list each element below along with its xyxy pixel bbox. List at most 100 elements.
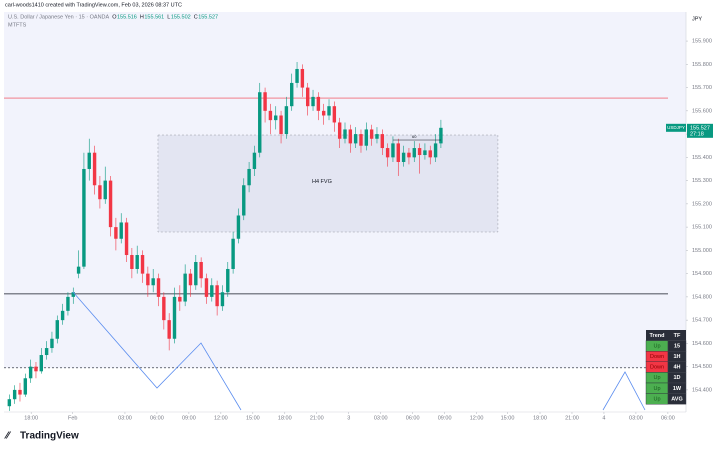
candle-body xyxy=(348,129,353,144)
candle-body xyxy=(12,389,17,400)
candle-body xyxy=(321,110,326,116)
candle-body xyxy=(353,134,358,144)
fvg-label: H4 FVG xyxy=(312,179,332,185)
legend-value: 155.516 xyxy=(117,14,137,20)
trend-text: Up xyxy=(653,375,660,381)
candle-body xyxy=(258,92,262,153)
candle-body xyxy=(194,262,198,286)
projection-line xyxy=(602,371,646,411)
x-tick-label: 12:00 xyxy=(470,415,484,421)
currency: JPY xyxy=(692,16,702,22)
x-tick-label: 21:00 xyxy=(310,415,324,421)
candle-body xyxy=(34,366,38,372)
y-tick-label: 155.400 xyxy=(692,155,712,161)
candle-body xyxy=(332,106,337,123)
candle-body xyxy=(364,129,369,146)
trend-text: Down xyxy=(650,354,664,360)
y-tick-label: 155.800 xyxy=(692,62,712,68)
candle-body xyxy=(290,82,294,107)
candle-body xyxy=(263,92,267,111)
candle-body xyxy=(423,150,427,156)
candle-body xyxy=(71,292,75,297)
series-layer: 155.900155.800155.700155.600155.500155.4… xyxy=(4,39,713,421)
candle-body xyxy=(66,296,70,311)
candle-body xyxy=(199,262,203,279)
candle-body xyxy=(39,355,44,372)
note-label: 60 xyxy=(412,134,417,139)
x-tick-label: 18:00 xyxy=(533,415,547,421)
indicator-name: MTFTS xyxy=(8,22,27,28)
table-header-text: TF xyxy=(674,333,681,339)
candle-body xyxy=(311,96,315,107)
candle-body xyxy=(135,255,139,269)
x-tick-label: 06:00 xyxy=(150,415,164,421)
candle-body xyxy=(87,152,91,169)
x-tick-label: 03:00 xyxy=(629,415,643,421)
tf-text: 15 xyxy=(674,343,680,349)
credit: carl-woods1410 created with TradingView.… xyxy=(5,2,182,8)
candle-body xyxy=(162,296,166,321)
x-tick-label: 09:00 xyxy=(438,415,452,421)
candle-body xyxy=(252,152,257,169)
candle-body xyxy=(407,152,411,158)
trend-text: Down xyxy=(650,365,664,371)
candle-body xyxy=(247,168,251,186)
candle-body xyxy=(172,296,177,339)
y-tick-label: 154.500 xyxy=(692,364,712,370)
tf-text: AVG xyxy=(671,396,683,402)
candle-body xyxy=(55,320,59,339)
x-tick-label: 21:00 xyxy=(565,415,579,421)
logo-mark: ⁄⁄ xyxy=(4,431,12,442)
x-tick-label: Feb xyxy=(68,415,77,421)
y-tick-label: 155.300 xyxy=(692,178,712,184)
table-header-cell xyxy=(646,330,668,341)
y-tick-label: 155.900 xyxy=(692,39,712,45)
y-tick-label: 154.800 xyxy=(692,294,712,300)
candle-body xyxy=(274,115,278,121)
tf-text: 1W xyxy=(673,386,682,392)
candle-body xyxy=(76,266,81,274)
candle-body xyxy=(146,273,150,286)
price-tag-label: 155.527 xyxy=(690,125,710,131)
candle-body xyxy=(343,129,347,139)
candle-body xyxy=(210,285,214,297)
countdown: 27:18 xyxy=(690,131,704,137)
trend-text: Up xyxy=(653,343,660,349)
candle-body xyxy=(380,134,385,149)
candle-body xyxy=(130,255,134,269)
legend-value: 155.527 xyxy=(198,14,218,20)
fvg-zone xyxy=(157,134,499,233)
x-tick-label: 15:00 xyxy=(501,415,515,421)
candle-body xyxy=(385,148,390,158)
candle-body xyxy=(151,278,155,286)
legend-key: O xyxy=(112,14,117,20)
x-tick-label: 12:00 xyxy=(214,415,228,421)
y-tick-label: 154.700 xyxy=(692,318,712,324)
candle-body xyxy=(188,273,193,286)
candle-body xyxy=(375,134,379,139)
x-tick-label: 18:00 xyxy=(24,415,38,421)
y-tick-label: 155.100 xyxy=(692,225,712,231)
candle-body xyxy=(391,143,395,158)
candle-body xyxy=(428,150,432,158)
candle-body xyxy=(439,127,443,144)
y-tick-label: 155.700 xyxy=(692,85,712,91)
candle-body xyxy=(295,68,299,83)
candle-body xyxy=(215,285,219,307)
candle-body xyxy=(231,238,235,269)
candle-body xyxy=(204,278,209,297)
y-tick-label: 155.600 xyxy=(692,108,712,114)
x-tick-label: 15:00 xyxy=(246,415,260,421)
tf-text: 4H xyxy=(673,365,680,371)
candle-body xyxy=(28,366,33,379)
y-tick-label: 154.400 xyxy=(692,387,712,393)
candle-body xyxy=(327,106,331,116)
symbol-tag-label: USDJPY xyxy=(667,125,685,130)
candle-body xyxy=(44,348,49,356)
candle-body xyxy=(50,338,54,349)
candle-body xyxy=(18,389,22,395)
candle-body xyxy=(417,148,422,156)
candle-body xyxy=(114,227,118,239)
candle-body xyxy=(305,87,310,107)
candle-body xyxy=(183,273,187,302)
